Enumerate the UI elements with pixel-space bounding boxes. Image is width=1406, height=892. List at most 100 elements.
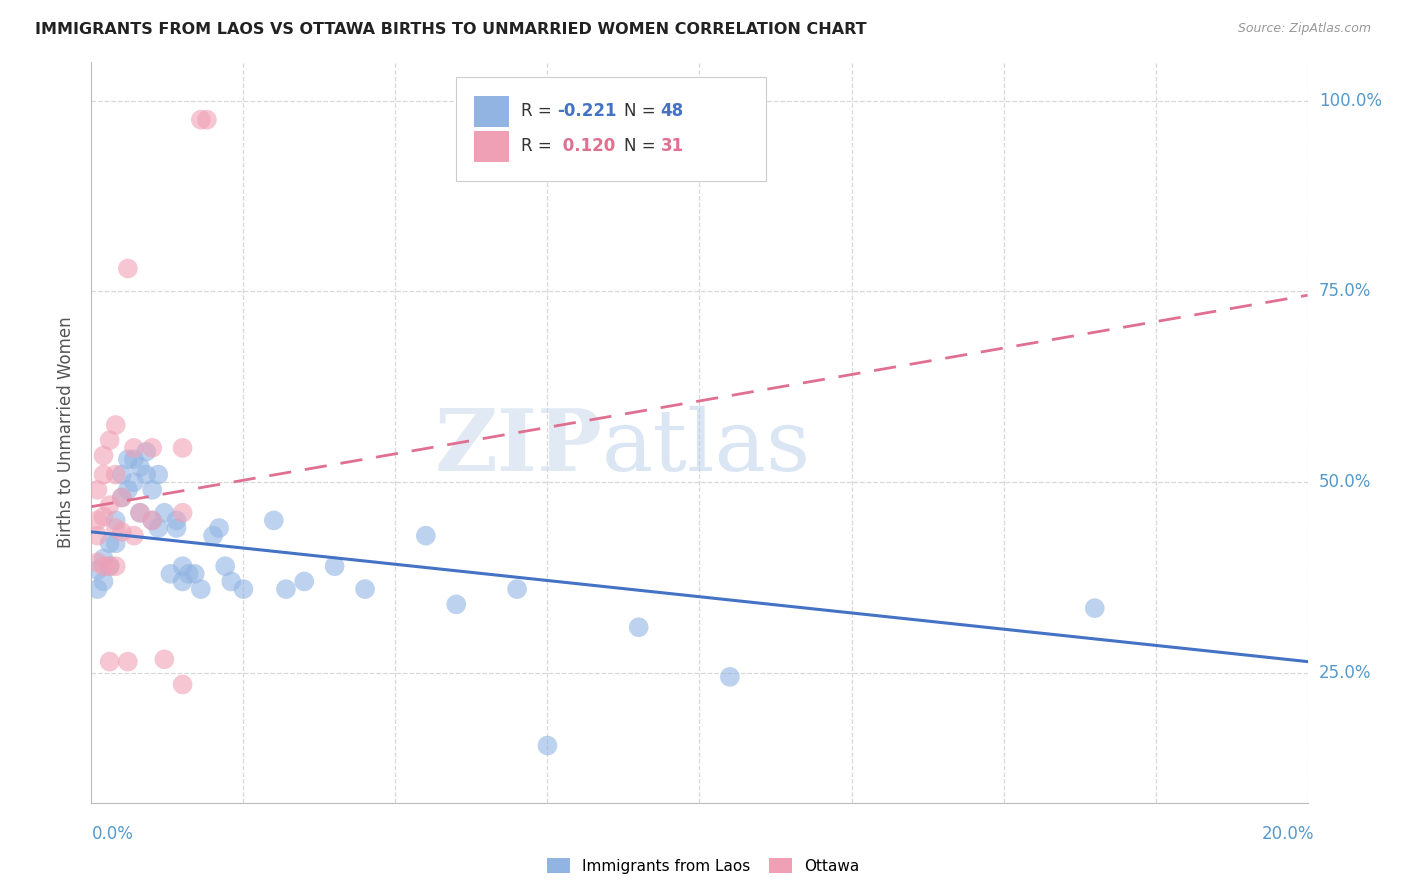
Point (177, 566, 200, 581)
Point (148, 467, 170, 482)
Point (104, 559, 127, 574)
Point (129, 506, 152, 520)
Point (86, 563, 108, 577)
Point (627, 620, 650, 634)
Point (141, 513, 163, 527)
Text: R =: R = (520, 137, 557, 155)
Point (184, 566, 207, 581)
Point (172, 506, 194, 520)
Point (219, 574, 242, 589)
Point (86, 483, 108, 497)
Point (166, 521, 188, 535)
Point (129, 460, 152, 475)
Point (93, 551, 115, 566)
Point (506, 582, 529, 596)
Point (111, 524, 134, 539)
Point (98, 655, 121, 669)
Point (111, 467, 134, 482)
Point (202, 529, 225, 543)
Text: R =: R = (520, 102, 557, 120)
Point (172, 677, 194, 691)
Point (415, 529, 437, 543)
Text: N =: N = (624, 137, 661, 155)
Point (354, 582, 377, 596)
Point (536, 739, 558, 753)
Point (104, 513, 127, 527)
Point (117, 483, 139, 497)
Point (93, 559, 115, 574)
Point (718, 670, 741, 684)
Point (153, 506, 176, 520)
FancyBboxPatch shape (474, 131, 509, 162)
Point (86, 555, 108, 569)
Point (166, 513, 188, 527)
Point (122, 529, 145, 543)
Text: 50.0%: 50.0% (1319, 474, 1371, 491)
Point (292, 574, 315, 589)
Point (208, 521, 231, 535)
Point (122, 452, 145, 467)
Text: -0.221: -0.221 (557, 102, 617, 120)
Text: atlas: atlas (602, 406, 811, 489)
Text: 0.120: 0.120 (557, 137, 616, 155)
Text: IMMIGRANTS FROM LAOS VS OTTAWA BIRTHS TO UNMARRIED WOMEN CORRELATION CHART: IMMIGRANTS FROM LAOS VS OTTAWA BIRTHS TO… (35, 22, 866, 37)
Point (93, 467, 115, 482)
FancyBboxPatch shape (456, 78, 766, 181)
Point (117, 452, 139, 467)
Point (153, 652, 176, 666)
Point (98, 559, 121, 574)
Point (195, 112, 218, 127)
Point (98, 559, 121, 574)
Point (214, 559, 236, 574)
Point (93, 509, 115, 524)
Point (86, 529, 108, 543)
Point (86, 513, 108, 527)
Point (98, 434, 121, 448)
Point (172, 574, 194, 589)
Text: 25.0%: 25.0% (1319, 664, 1371, 682)
Point (98, 536, 121, 550)
Point (98, 498, 121, 512)
Point (111, 491, 134, 505)
Point (141, 513, 163, 527)
Point (190, 112, 212, 127)
Text: ZIP: ZIP (434, 406, 602, 490)
Point (122, 441, 145, 455)
Point (323, 559, 346, 574)
Point (159, 566, 181, 581)
Point (172, 441, 194, 455)
Point (263, 513, 285, 527)
Text: Source: ZipAtlas.com: Source: ZipAtlas.com (1237, 22, 1371, 36)
Text: N =: N = (624, 102, 661, 120)
Point (141, 483, 163, 497)
Text: 31: 31 (661, 137, 683, 155)
Point (135, 444, 157, 458)
Point (104, 536, 127, 550)
Text: 48: 48 (661, 102, 683, 120)
Point (93, 449, 115, 463)
Legend: Immigrants from Laos, Ottawa: Immigrants from Laos, Ottawa (541, 852, 865, 880)
Point (274, 582, 297, 596)
Point (190, 582, 212, 596)
Point (1084, 601, 1107, 615)
Point (111, 491, 134, 505)
Point (104, 467, 127, 482)
Point (232, 582, 254, 596)
Text: 100.0%: 100.0% (1319, 92, 1382, 110)
Point (104, 417, 127, 432)
Point (129, 506, 152, 520)
Point (444, 598, 467, 612)
Point (135, 467, 157, 482)
Point (117, 261, 139, 276)
Text: 75.0%: 75.0% (1319, 283, 1371, 301)
Point (141, 441, 163, 455)
Point (122, 475, 145, 490)
Point (104, 521, 127, 535)
Y-axis label: Births to Unmarried Women: Births to Unmarried Women (56, 317, 75, 549)
Point (86, 582, 108, 596)
FancyBboxPatch shape (474, 95, 509, 127)
Point (93, 574, 115, 589)
Point (172, 559, 194, 574)
Point (148, 521, 170, 535)
Text: 0.0%: 0.0% (91, 825, 134, 843)
